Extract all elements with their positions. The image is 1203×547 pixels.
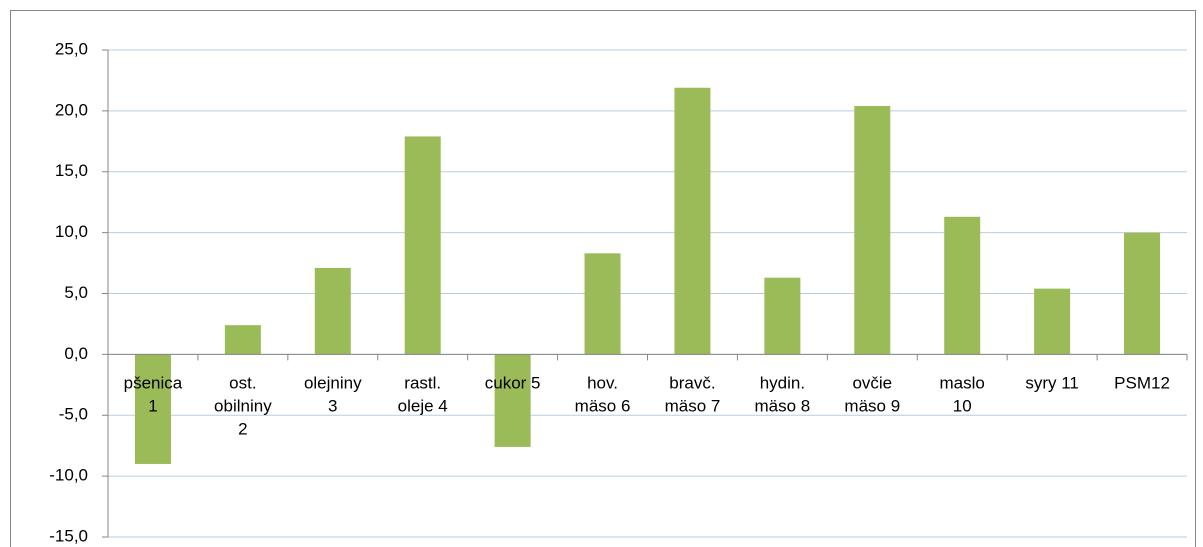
bar bbox=[224, 325, 261, 355]
x-tick-label: PSM12 bbox=[1114, 374, 1170, 393]
bar bbox=[314, 267, 351, 355]
bar bbox=[854, 106, 891, 355]
bar bbox=[134, 354, 171, 464]
bar bbox=[944, 216, 981, 355]
x-tick-label: bravč. mäso 7 bbox=[665, 374, 721, 416]
bar bbox=[1124, 232, 1161, 355]
x-tick-label: ost. obilniny 2 bbox=[214, 374, 272, 439]
x-tick-label: rastl. oleje 4 bbox=[398, 374, 448, 416]
x-tick-label: ovčie mäso 9 bbox=[844, 374, 900, 416]
bar bbox=[1034, 288, 1071, 355]
bar bbox=[404, 136, 441, 355]
bar bbox=[764, 277, 801, 355]
y-tick-label: 15,0 bbox=[55, 161, 88, 180]
x-tick-label: olejniny 3 bbox=[304, 374, 362, 416]
x-tick-label: maslo 10 bbox=[940, 374, 985, 416]
y-tick-label: 5,0 bbox=[64, 283, 88, 302]
y-tick-label: -15,0 bbox=[49, 526, 88, 545]
y-tick-label: -10,0 bbox=[49, 466, 88, 485]
bar bbox=[584, 253, 621, 355]
x-tick-label: pšenica 1 bbox=[124, 374, 183, 416]
x-tick-label: hydin. mäso 8 bbox=[755, 374, 811, 416]
x-tick-label: cukor 5 bbox=[485, 374, 541, 393]
bar bbox=[674, 87, 711, 355]
bar bbox=[494, 354, 531, 447]
x-tick-label: hov. mäso 6 bbox=[575, 374, 631, 416]
x-tick-label: syry 11 bbox=[1025, 374, 1079, 393]
y-tick-label: 0,0 bbox=[64, 344, 88, 363]
y-tick-label: 10,0 bbox=[55, 222, 88, 241]
y-tick-label: -5,0 bbox=[59, 405, 88, 424]
y-tick-label: 25,0 bbox=[55, 39, 88, 58]
y-tick-label: 20,0 bbox=[55, 100, 88, 119]
